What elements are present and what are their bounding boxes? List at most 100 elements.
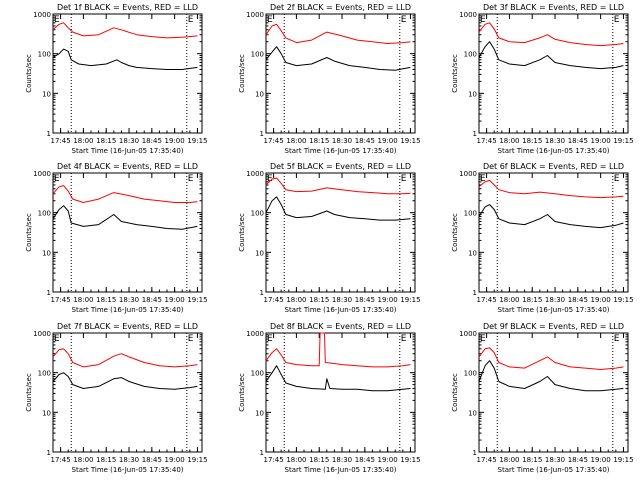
event-marker-label: E [54,15,60,25]
x-tick-label: 17:45 [51,137,71,145]
x-tick-label: 19:00 [591,456,611,464]
x-tick-label: 18:00 [286,296,306,304]
y-tick-label: 1000 [246,170,264,178]
x-tick-label: 19:00 [378,137,398,145]
x-tick-label: 18:45 [355,456,375,464]
x-tick-label: 19:00 [591,296,611,304]
x-tick-label: 19:15 [613,137,633,145]
y-tick-label: 100 [464,370,477,378]
y-tick-label: 100 [464,210,477,218]
x-axis-label: Start Time (16-Jun-05 17:35:40) [72,306,184,314]
x-tick-label: 18:45 [355,296,375,304]
x-tick-label: 18:00 [286,137,306,145]
y-tick-label: 1000 [246,330,264,338]
y-tick-label: 10 [42,249,51,257]
x-tick-label: 19:15 [400,137,420,145]
y-axis-label: Counts/sec [238,373,246,412]
x-axis-label: Start Time (16-Jun-05 17:35:40) [498,147,610,155]
x-tick-label: 19:00 [378,296,398,304]
y-tick-label: 1 [47,130,51,138]
x-tick-label: 17:45 [51,456,71,464]
y-tick-label: 10 [468,90,477,98]
y-axis-label: Counts/sec [451,373,459,412]
events-series-line [478,360,624,392]
y-tick-label: 1000 [33,170,51,178]
x-tick-label: 17:45 [477,456,497,464]
y-axis-label: Counts/sec [451,213,459,252]
y-tick-label: 1 [260,449,264,457]
x-tick-label: 19:00 [591,137,611,145]
y-tick-label: 10 [42,90,51,98]
x-tick-label: 18:00 [73,137,93,145]
plot-frame [478,13,629,134]
y-tick-label: 1 [260,289,264,297]
panel-title: Det 8f BLACK = Events, RED = LLD [270,322,411,331]
y-tick-label: 100 [251,51,264,59]
x-tick-label: 19:15 [613,296,633,304]
event-marker-label: E [401,174,407,184]
x-tick-label: 18:15 [96,456,116,464]
lld-series-line [52,348,198,368]
event-marker-label: E [267,15,273,25]
event-marker-label: E [267,174,273,184]
x-tick-label: 18:45 [142,137,162,145]
events-series-line [52,205,198,230]
lld-series-line [478,22,624,47]
y-tick-label: 1 [473,289,477,297]
x-axis-label: Start Time (16-Jun-05 17:35:40) [285,466,397,474]
event-marker-label: E [267,334,273,344]
event-marker-label: E [480,174,486,184]
panel-title: Det 7f BLACK = Events, RED = LLD [57,322,198,331]
y-tick-label: 1000 [459,11,477,19]
x-tick-label: 19:00 [378,456,398,464]
y-tick-label: 1000 [459,330,477,338]
detector-panel-2: Det 2f BLACK = Events, RED = LLD 1 10 100 10… [238,3,421,155]
x-tick-label: 19:00 [165,137,185,145]
event-marker-label: E [188,334,194,344]
event-marker-label: E [614,15,620,25]
y-tick-label: 10 [255,249,264,257]
lld-series-line [265,177,411,195]
detector-panel-7: Det 7f BLACK = Events, RED = LLD 1 10 100 10… [25,322,208,474]
y-axis-label: Counts/sec [451,54,459,93]
x-axis-label: Start Time (16-Jun-05 17:35:40) [72,466,184,474]
events-series-line [478,41,624,70]
event-marker-label: E [54,174,60,184]
x-tick-label: 18:30 [545,456,565,464]
x-tick-label: 17:45 [264,296,284,304]
y-tick-label: 10 [255,90,264,98]
x-tick-label: 18:15 [309,137,329,145]
plot-frame [52,172,203,293]
plot-frame [265,13,416,134]
event-marker-label: E [188,15,194,25]
y-tick-label: 100 [251,210,264,218]
plot-frame [478,332,629,453]
y-axis-label: Counts/sec [238,213,246,252]
panel-title: Det 2f BLACK = Events, RED = LLD [270,3,411,12]
y-tick-label: 1000 [246,11,264,19]
x-tick-label: 18:00 [499,296,519,304]
event-marker-label: E [401,334,407,344]
x-tick-label: 19:15 [400,456,420,464]
x-tick-label: 18:00 [499,456,519,464]
panel-title: Det 1f BLACK = Events, RED = LLD [57,3,198,12]
y-tick-label: 10 [468,249,477,257]
x-tick-label: 18:15 [309,456,329,464]
lld-series-line [265,23,411,44]
x-tick-label: 18:15 [309,296,329,304]
x-tick-label: 18:00 [286,456,306,464]
x-tick-label: 18:00 [499,137,519,145]
lld-series-line [52,185,198,203]
y-tick-label: 100 [464,51,477,59]
events-series-line [52,48,198,70]
panel-title: Det 9f BLACK = Events, RED = LLD [483,322,624,331]
plot-frame [52,332,203,453]
x-axis-label: Start Time (16-Jun-05 17:35:40) [285,306,397,314]
y-tick-label: 100 [251,370,264,378]
x-tick-label: 18:30 [332,137,352,145]
detector-panel-1: Det 1f BLACK = Events, RED = LLD 1 10 100 10… [25,3,208,155]
y-tick-label: 1 [260,130,264,138]
y-tick-label: 1000 [33,11,51,19]
events-series-line [265,46,411,71]
y-axis-label: Counts/sec [238,54,246,93]
